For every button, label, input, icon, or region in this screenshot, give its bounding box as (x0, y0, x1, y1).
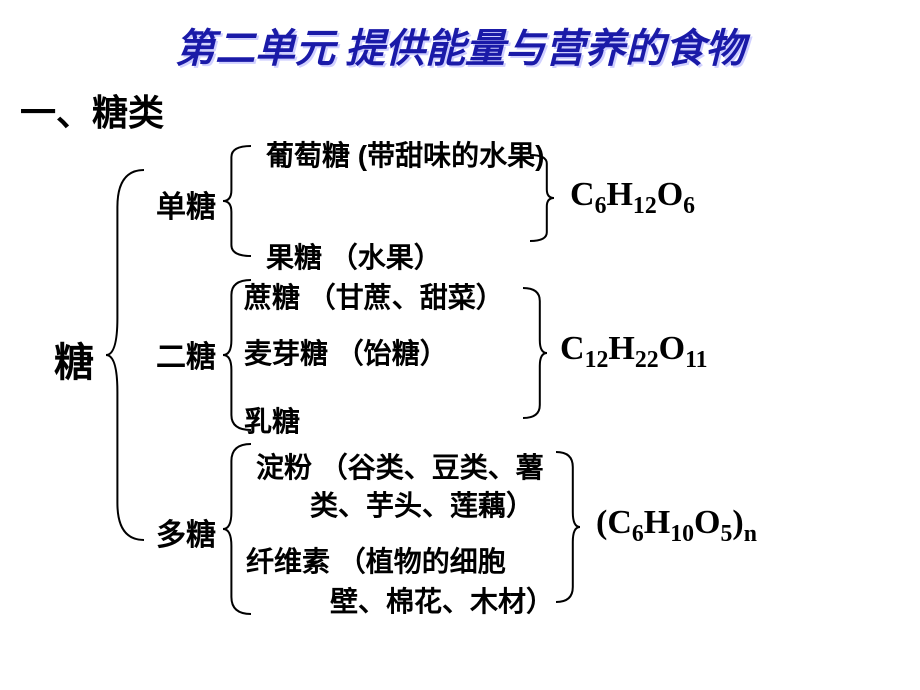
leaf-item: 乳糖 (244, 400, 300, 440)
leaf-item: 麦芽糖 （饴糖） (244, 332, 448, 372)
tree-root: 糖 (54, 330, 94, 388)
formula-brace (523, 288, 547, 418)
leaf-item: 淀粉 （谷类、豆类、薯 (256, 446, 544, 486)
root-brace (106, 170, 144, 540)
category-brace (223, 444, 251, 614)
leaf-item: 类、芋头、莲藕） (310, 484, 534, 524)
category-label: 单糖 (156, 182, 216, 226)
formula-brace (530, 155, 554, 241)
page-title: 第二单元 提供能量与营养的食物 (0, 16, 920, 74)
leaf-item: 蔗糖 （甘蔗、甜菜） (244, 276, 504, 316)
section-heading: 一、糖类 (20, 84, 164, 136)
chemical-formula: (C6H10O5)n (596, 504, 757, 548)
chemical-formula: C12H22O11 (560, 330, 708, 374)
formula-brace (556, 452, 580, 602)
leaf-item: 壁、棉花、木材） (330, 580, 554, 620)
chemical-formula: C6H12O6 (570, 176, 695, 220)
leaf-item: 纤维素 （植物的细胞 (246, 540, 506, 580)
leaf-item: 葡萄糖 (带甜味的水果) (266, 134, 544, 174)
category-label: 多糖 (156, 510, 216, 554)
leaf-item: 果糖 （水果） (266, 236, 442, 276)
category-label: 二糖 (156, 332, 216, 376)
category-brace (223, 146, 251, 256)
